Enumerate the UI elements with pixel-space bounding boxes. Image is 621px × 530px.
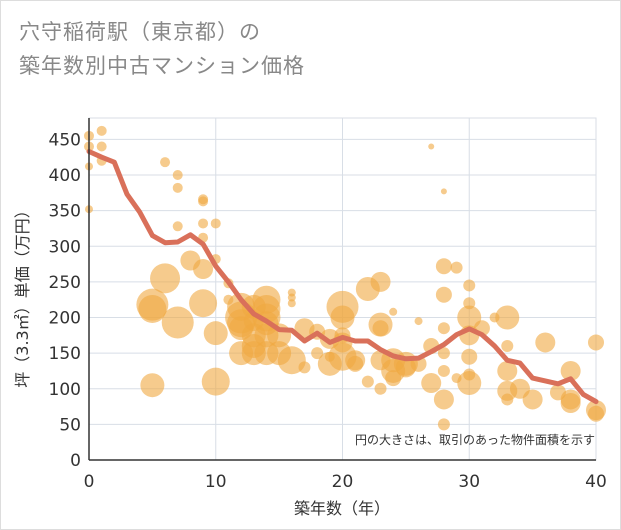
data-bubble [287, 299, 296, 308]
data-bubble [138, 294, 167, 323]
y-tick-label: 0 [70, 451, 81, 471]
data-bubble [414, 317, 423, 326]
y-tick-label: 200 [49, 309, 81, 329]
data-bubble [457, 305, 482, 330]
data-bubble [361, 375, 374, 388]
trend-line [86, 149, 599, 405]
y-tick-label: 450 [49, 130, 81, 150]
data-bubble [389, 307, 398, 316]
data-bubble [347, 355, 364, 372]
data-bubble [372, 320, 389, 337]
data-bubble [535, 332, 556, 353]
x-tick-label: 40 [585, 472, 607, 492]
data-bubble [437, 418, 450, 431]
size-note: 円の大きさは、取引のあった物件面積を示す [355, 432, 595, 447]
data-bubble [428, 143, 435, 150]
data-bubble [189, 289, 218, 318]
y-axis-label: 坪（3.3㎡）単価（万円） [13, 202, 32, 387]
x-tick-label: 20 [332, 472, 354, 492]
data-bubble [203, 321, 228, 346]
data-bubble [161, 306, 194, 339]
data-bubble [150, 263, 181, 294]
data-bubble [437, 322, 450, 335]
data-bubble [330, 305, 355, 330]
data-bubble [370, 271, 391, 292]
y-tick-label: 400 [49, 166, 81, 186]
data-bubble [421, 373, 442, 394]
data-bubble [140, 373, 165, 398]
data-bubble [198, 196, 209, 207]
data-bubble [457, 371, 482, 396]
data-bubble [172, 221, 183, 232]
trend-series [86, 149, 599, 405]
data-bubble [440, 188, 447, 195]
bubble-series [84, 125, 606, 431]
data-bubble [437, 364, 450, 377]
data-bubble [588, 405, 604, 422]
data-bubble [374, 382, 387, 395]
chart-title: 穴守稲荷駅（東京都）の 築年数別中古マンション価格 [19, 15, 305, 83]
data-bubble [522, 389, 543, 410]
data-bubble [437, 347, 450, 360]
x-tick-label: 30 [458, 472, 480, 492]
title-line-1: 穴守稲荷駅（東京都）の [19, 20, 261, 44]
data-bubble [497, 360, 518, 381]
y-tick-label: 100 [49, 380, 81, 400]
x-tick-label: 10 [205, 472, 227, 492]
data-bubble [298, 361, 311, 374]
x-tick-label: 0 [84, 472, 95, 492]
data-bubble [193, 259, 214, 280]
data-bubble [435, 286, 452, 303]
y-tick-label: 350 [49, 202, 81, 222]
data-bubble [450, 261, 463, 274]
data-bubble [501, 393, 514, 406]
y-tick-label: 300 [49, 237, 81, 257]
data-bubble [501, 340, 514, 352]
data-bubble [210, 218, 221, 229]
data-bubble [588, 334, 604, 351]
title-line-2: 築年数別中古マンション価格 [19, 54, 305, 78]
data-bubble [560, 360, 581, 381]
data-bubble [385, 370, 402, 387]
data-bubble [463, 279, 476, 292]
data-bubble [433, 389, 454, 410]
data-bubble [172, 182, 183, 193]
axes [88, 118, 596, 461]
data-bubble [287, 293, 296, 302]
y-tick-label: 150 [49, 344, 81, 364]
data-bubble [201, 367, 230, 396]
data-bubble [160, 157, 171, 168]
y-tick-label: 50 [59, 415, 81, 435]
data-bubble [172, 170, 183, 180]
data-bubble [560, 393, 581, 413]
data-bubble [198, 218, 209, 229]
data-bubble [96, 125, 107, 136]
y-tick-label: 250 [49, 273, 81, 293]
data-bubble [435, 258, 452, 275]
data-bubble [311, 347, 324, 360]
data-bubble [461, 348, 478, 365]
data-bubble [96, 141, 107, 152]
data-bubble [495, 305, 520, 330]
x-axis-label: 築年数（年） [294, 499, 390, 518]
tick-labels: 0 50 100 150 200 250 300 350 400 450 0 10 20 30 40 [49, 130, 607, 492]
